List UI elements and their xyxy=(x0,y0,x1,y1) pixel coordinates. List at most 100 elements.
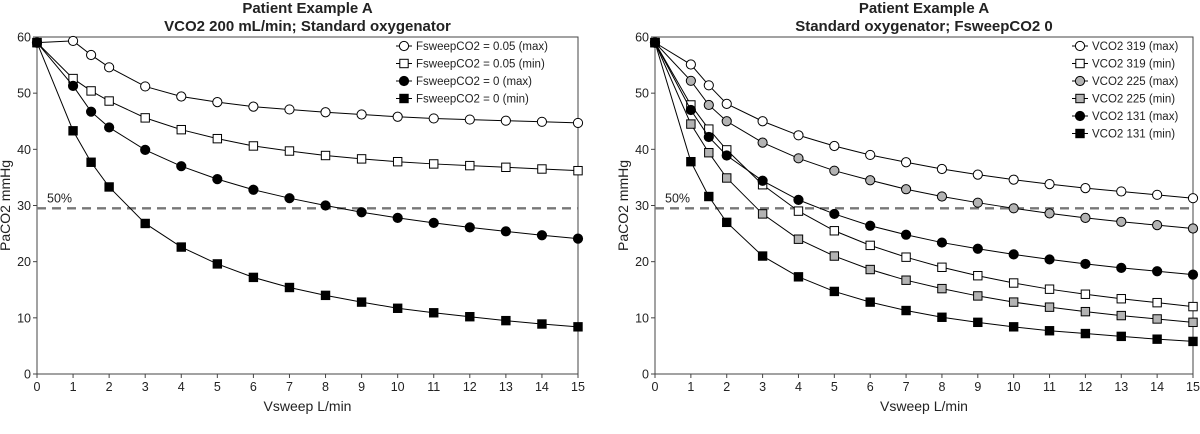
data-point xyxy=(1008,322,1019,332)
series-2 xyxy=(32,37,583,176)
data-point xyxy=(865,240,875,251)
data-point xyxy=(86,49,97,61)
data-point xyxy=(1152,297,1162,308)
data-point xyxy=(685,59,696,70)
series-3 xyxy=(31,37,584,244)
reference-line-label: 50% xyxy=(47,191,72,205)
x-tick-label: 3 xyxy=(142,380,149,394)
x-tick-label: 13 xyxy=(1114,380,1128,394)
y-tick-label: 60 xyxy=(17,31,31,45)
data-point xyxy=(1044,254,1055,265)
data-point xyxy=(212,174,223,185)
data-point xyxy=(392,212,403,223)
series-4 xyxy=(32,37,583,332)
data-point xyxy=(464,114,475,125)
data-point xyxy=(501,162,511,173)
data-point xyxy=(284,104,295,115)
data-point xyxy=(829,165,840,176)
legend-label: VCO2 131 (min) xyxy=(1092,129,1175,141)
data-point xyxy=(573,165,583,176)
legend-marker xyxy=(1074,75,1086,87)
data-point xyxy=(972,197,983,208)
data-point xyxy=(284,282,295,293)
y-tick-label: 60 xyxy=(635,31,649,45)
data-point xyxy=(465,312,475,322)
data-point xyxy=(793,234,804,244)
x-tick-label: 5 xyxy=(214,380,221,394)
data-point xyxy=(1008,174,1019,185)
x-tick-label: 1 xyxy=(70,380,77,394)
data-point xyxy=(1152,220,1163,231)
data-point xyxy=(793,206,804,216)
x-tick-label: 9 xyxy=(974,380,981,394)
legend-label: FsweepCO2 = 0 (min) xyxy=(416,94,529,106)
data-point xyxy=(1188,336,1198,347)
data-point xyxy=(464,222,475,233)
data-point xyxy=(67,35,79,47)
y-tick-label: 0 xyxy=(24,368,31,382)
legend-marker xyxy=(398,40,410,52)
data-point xyxy=(392,156,403,167)
data-point xyxy=(1080,289,1091,299)
x-tick-label: 1 xyxy=(687,380,694,394)
data-point xyxy=(1044,179,1055,190)
data-point xyxy=(1008,203,1019,214)
y-axis-label: PaCO2 mmHg xyxy=(0,160,13,251)
legend-marker xyxy=(1075,128,1085,139)
data-point xyxy=(320,290,331,301)
x-tick-label: 0 xyxy=(652,380,659,394)
legend-label: FsweepCO2 = 0 (max) xyxy=(416,76,532,88)
data-point xyxy=(140,113,150,123)
data-point xyxy=(972,169,983,180)
x-tick-label: 8 xyxy=(322,380,329,394)
data-point xyxy=(973,291,983,301)
data-point xyxy=(1187,193,1199,204)
data-point xyxy=(248,141,259,151)
data-point xyxy=(1187,269,1199,280)
x-tick-label: 4 xyxy=(178,380,185,394)
data-point xyxy=(1152,314,1162,324)
y-tick-label: 30 xyxy=(635,199,649,213)
data-point xyxy=(685,104,696,116)
data-point xyxy=(721,98,732,109)
legend-item: FsweepCO2 = 0 (min) xyxy=(396,94,529,106)
chart-panel-right: Patient Example A Standard oxygenator; Fs… xyxy=(600,0,1200,434)
data-point xyxy=(573,322,583,332)
x-tick-label: 8 xyxy=(938,380,945,394)
x-tick-label: 15 xyxy=(571,380,585,394)
data-point xyxy=(1080,182,1091,194)
series-6 xyxy=(650,37,1198,347)
data-point xyxy=(284,146,295,156)
series-1 xyxy=(649,37,1199,204)
legend-item: FsweepCO2 = 0 (max) xyxy=(396,75,532,88)
data-point xyxy=(937,312,947,322)
data-point xyxy=(104,122,115,133)
data-point xyxy=(429,308,439,318)
data-point xyxy=(1116,331,1126,342)
data-point xyxy=(212,259,223,269)
x-tick-label: 15 xyxy=(1186,380,1200,394)
y-tick-label: 30 xyxy=(17,199,31,213)
data-point xyxy=(104,182,114,192)
data-point xyxy=(428,113,439,124)
legend-marker xyxy=(1075,58,1085,69)
chart-subtitle: VCO2 200 mL/min; Standard oxygenator xyxy=(164,18,451,35)
x-tick-label: 2 xyxy=(106,380,113,394)
data-point xyxy=(537,319,547,329)
x-axis-label: Vsweep L/min xyxy=(880,398,968,414)
x-tick-label: 12 xyxy=(463,380,477,394)
data-point xyxy=(829,226,840,236)
data-point xyxy=(936,163,948,175)
data-point xyxy=(757,251,768,261)
data-point xyxy=(865,175,876,186)
data-point xyxy=(1116,216,1127,227)
data-point xyxy=(1152,189,1163,200)
x-tick-label: 4 xyxy=(795,380,802,394)
data-point xyxy=(703,99,714,111)
data-point xyxy=(1116,186,1127,197)
data-point xyxy=(1080,306,1091,317)
y-tick-label: 40 xyxy=(635,143,649,157)
x-tick-label: 9 xyxy=(358,380,365,394)
data-point xyxy=(320,107,331,118)
